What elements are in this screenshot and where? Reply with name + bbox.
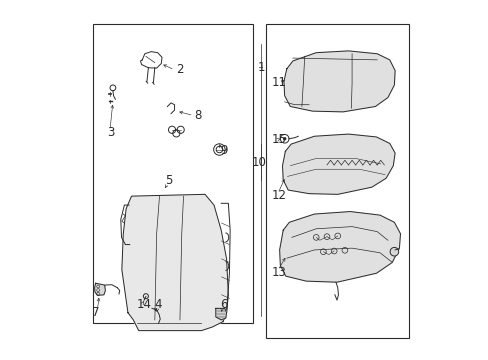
Text: 4: 4 (154, 298, 162, 311)
Text: 9: 9 (220, 144, 227, 157)
Bar (93, 24, 253, 323)
Polygon shape (94, 283, 105, 296)
Text: 6: 6 (220, 298, 227, 311)
Polygon shape (122, 194, 228, 330)
Circle shape (283, 137, 285, 140)
Text: 8: 8 (194, 109, 201, 122)
Text: 7: 7 (92, 306, 100, 319)
Circle shape (389, 247, 398, 256)
Polygon shape (282, 134, 394, 194)
Polygon shape (284, 51, 394, 112)
Text: 2: 2 (175, 63, 183, 76)
Text: 5: 5 (164, 174, 172, 187)
Text: 1: 1 (258, 60, 265, 73)
Polygon shape (215, 309, 226, 320)
Bar (265, 24, 408, 338)
Text: 13: 13 (271, 266, 285, 279)
Text: 15: 15 (271, 133, 285, 146)
Text: 11: 11 (271, 76, 286, 89)
Text: 12: 12 (271, 189, 286, 202)
Polygon shape (279, 212, 400, 282)
Text: 14: 14 (137, 298, 152, 311)
Text: 10: 10 (252, 156, 266, 168)
Text: 3: 3 (107, 126, 114, 139)
